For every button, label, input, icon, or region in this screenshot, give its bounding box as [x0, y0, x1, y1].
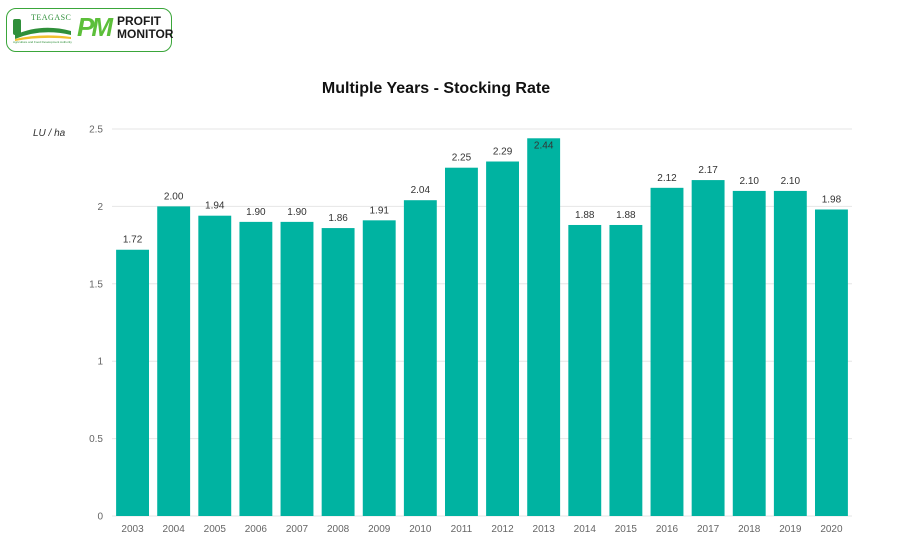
bar-2010	[403, 200, 437, 516]
bar-2004	[157, 206, 191, 516]
profit-monitor-wordmark: PROFIT MONITOR	[117, 15, 173, 41]
data-label-2018: 2.10	[739, 176, 759, 187]
data-label-2005: 1.94	[205, 201, 225, 212]
x-tick-label-2014: 2014	[574, 524, 597, 535]
x-tick-label-2019: 2019	[779, 524, 802, 535]
teagasc-swoosh-icon	[13, 19, 71, 41]
data-label-2011: 2.25	[452, 153, 472, 164]
bar-2019	[773, 190, 807, 517]
x-tick-label-2007: 2007	[286, 524, 309, 535]
x-tick-label-2010: 2010	[409, 524, 432, 535]
y-tick-label: 1.5	[89, 279, 103, 290]
data-label-2004: 2.00	[164, 191, 184, 202]
x-tick-label-2015: 2015	[615, 524, 638, 535]
x-tick-label-2009: 2009	[368, 524, 391, 535]
bar-2016	[650, 187, 684, 516]
y-axis-ticks: 0 0.5 1 1.5 2 2.5	[89, 125, 103, 523]
teagasc-wordmark: TEAGASC	[31, 13, 72, 22]
data-label-2006: 1.90	[246, 207, 266, 218]
y-tick-label: 2	[97, 202, 103, 213]
data-label-2007: 1.90	[287, 207, 307, 218]
bar-2015	[609, 224, 643, 516]
pm-mark: PM	[77, 12, 113, 42]
x-axis-ticks: 2003 2004 2005 2006 2007 2008 2009 2010 2011 2012…	[121, 524, 843, 535]
x-tick-label-2011: 2011	[451, 524, 473, 535]
data-label-2003: 1.72	[123, 235, 143, 246]
x-tick-label-2008: 2008	[327, 524, 350, 535]
y-tick-label: 2.5	[89, 125, 103, 136]
x-tick-label-2013: 2013	[533, 524, 556, 535]
bar-2013	[527, 138, 561, 516]
bar-2008	[321, 228, 355, 516]
data-label-2014: 1.88	[575, 210, 595, 221]
data-label-2008: 1.86	[328, 213, 348, 224]
data-label-2017: 2.17	[698, 165, 718, 176]
profit-word: PROFIT	[117, 14, 161, 28]
bar-2012	[486, 161, 519, 516]
y-tick-label: 1	[97, 357, 103, 368]
y-tick-label: 0	[97, 512, 103, 523]
bar-2009	[362, 220, 396, 516]
data-label-2013: 2.44	[534, 140, 554, 151]
y-axis-unit-label: LU / ha	[33, 128, 66, 139]
monitor-word: MONITOR	[117, 27, 174, 41]
teagasc-logo: TEAGASC Agriculture and Food Development…	[11, 13, 75, 47]
bar-2007	[280, 221, 314, 516]
data-label-2010: 2.04	[411, 185, 431, 196]
chart-title: Multiple Years - Stocking Rate	[321, 80, 551, 97]
x-tick-label-2018: 2018	[738, 524, 761, 535]
data-label-2009: 1.91	[369, 205, 389, 216]
bar-2005	[198, 215, 232, 517]
data-label-2020: 1.98	[822, 194, 842, 205]
grid-lines	[112, 128, 852, 517]
teagasc-tagline: Agriculture and Food Development Authori…	[13, 40, 72, 44]
x-tick-label-2006: 2006	[245, 524, 268, 535]
x-tick-label-2003: 2003	[121, 524, 144, 535]
data-label-2012: 2.29	[493, 147, 513, 158]
data-labels: 1.72 2.00 1.94 1.90 1.90 1.86 1.91 2.04 2.25 2.29…	[123, 140, 842, 245]
brand-logo: TEAGASC Agriculture and Food Development…	[6, 8, 173, 52]
bar-2017	[691, 180, 725, 517]
bar-2003	[116, 249, 149, 516]
data-label-2015: 1.88	[616, 210, 636, 221]
y-tick-label: 0.5	[89, 434, 103, 445]
bar-2018	[732, 190, 766, 517]
bar-2006	[239, 221, 273, 516]
bar-2011	[445, 167, 478, 516]
x-tick-label-2016: 2016	[656, 524, 679, 535]
data-label-2016: 2.12	[657, 173, 677, 184]
x-tick-label-2017: 2017	[697, 524, 720, 535]
data-label-2019: 2.10	[781, 176, 801, 187]
bar-2014	[568, 224, 602, 516]
bar-2020	[815, 209, 848, 516]
x-tick-label-2005: 2005	[204, 524, 227, 535]
bars	[116, 138, 848, 517]
x-tick-label-2004: 2004	[163, 524, 186, 535]
x-tick-label-2020: 2020	[820, 524, 843, 535]
x-tick-label-2012: 2012	[491, 524, 514, 535]
